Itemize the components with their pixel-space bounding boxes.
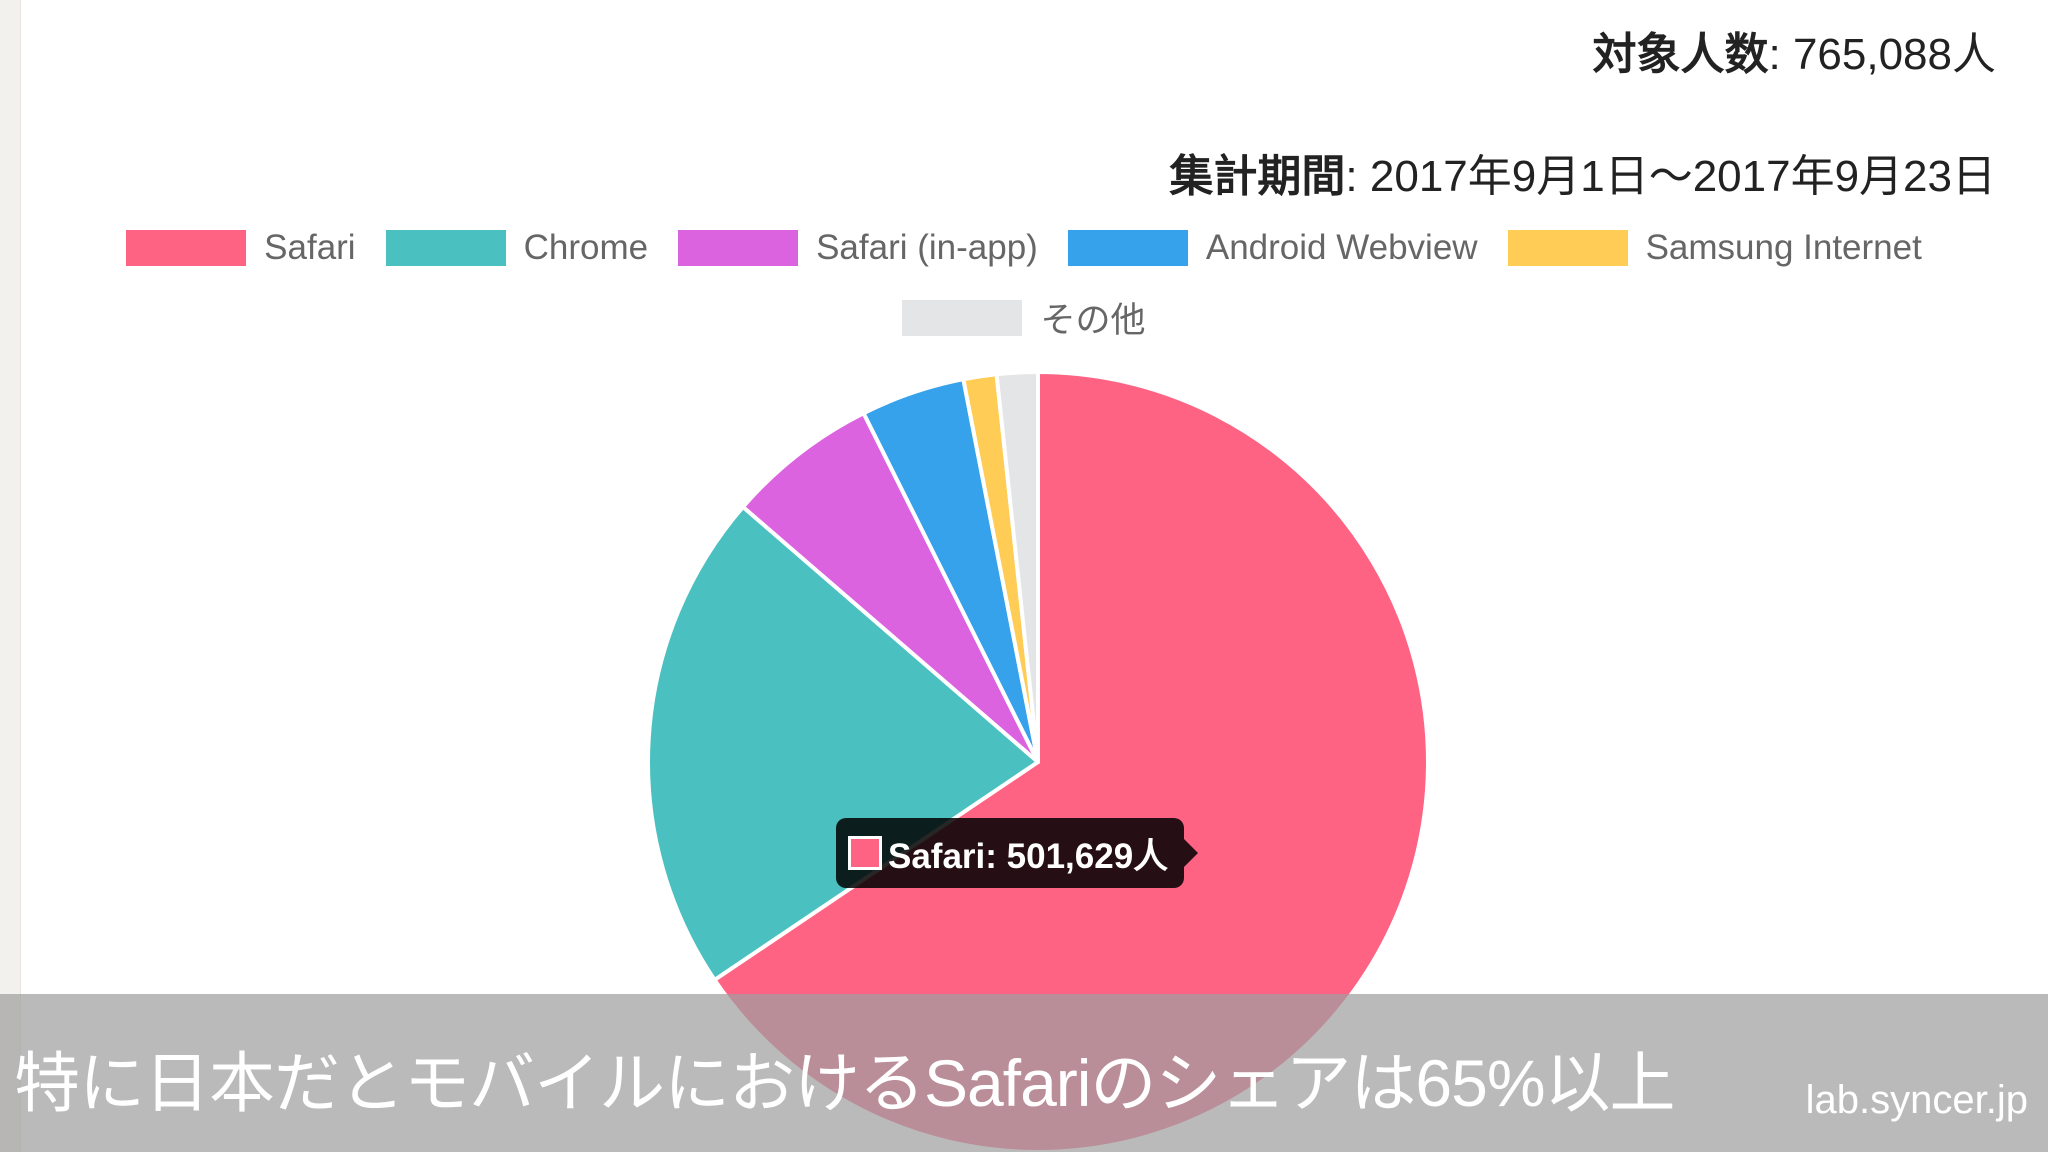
legend-swatch	[1067, 230, 1188, 266]
target-count: 対象人数: 765,088人	[1593, 18, 1997, 82]
legend-item[interactable]: その他	[902, 292, 1146, 343]
legend-swatch	[126, 230, 247, 266]
aggregation-period-label: 集計期間	[1169, 152, 1346, 201]
aggregation-period-value: : 2017年9月1日〜2017年9月23日	[1345, 152, 1996, 201]
tooltip-text: Safari: 501,629人	[888, 836, 1169, 876]
caption-band	[0, 994, 2048, 1152]
legend-label: Android Webview	[1205, 228, 1478, 267]
chart-legend-row-2: その他	[0, 292, 2048, 343]
legend-label: Safari (in-app)	[816, 228, 1038, 267]
legend-swatch	[902, 299, 1023, 336]
legend-swatch	[678, 230, 799, 266]
legend-item[interactable]: Android Webview	[1067, 228, 1478, 268]
legend-label: Samsung Internet	[1645, 228, 1922, 267]
tooltip-color-swatch	[848, 836, 882, 870]
target-count-value: : 765,088人	[1768, 30, 1997, 79]
legend-label: Safari	[264, 228, 356, 267]
legend-swatch	[385, 230, 506, 266]
legend-label: Chrome	[523, 228, 649, 267]
chart-legend: Safari Chrome Safari (in-app) Android Webvi…	[0, 228, 2048, 268]
pie-slice[interactable]	[994, 370, 1040, 764]
chart-tooltip: Safari: 501,629人	[836, 818, 1199, 888]
video-caption: 特に日本だとモバイルにおけるSafariのシェアは65%以上	[14, 1046, 1676, 1120]
legend-swatch	[1507, 230, 1628, 266]
site-watermark: lab.syncer.jp	[1805, 1078, 2028, 1122]
legend-item[interactable]: Safari (in-app)	[678, 228, 1038, 268]
pie-slice[interactable]	[646, 504, 1040, 982]
legend-label: その他	[1040, 301, 1146, 340]
legend-item[interactable]: Chrome	[385, 228, 649, 268]
legend-item[interactable]: Samsung Internet	[1507, 228, 1922, 268]
window-edge	[0, 0, 21, 1152]
pie-slice[interactable]	[740, 411, 1040, 764]
legend-item[interactable]: Safari	[126, 228, 356, 268]
target-count-label: 対象人数	[1592, 30, 1769, 79]
aggregation-period: 集計期間: 2017年9月1日〜2017年9月23日	[1169, 140, 1996, 204]
